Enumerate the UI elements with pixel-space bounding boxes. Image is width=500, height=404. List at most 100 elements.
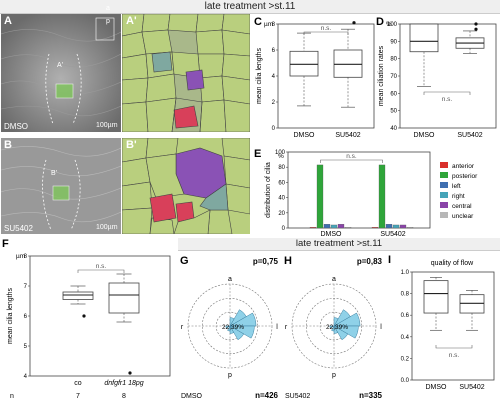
- e-y-tick-label: 80: [278, 165, 285, 171]
- c-x-tick-label: DMSO: [294, 132, 316, 139]
- h-condition: SU5402: [285, 393, 310, 400]
- panel-g-label: G: [180, 255, 189, 267]
- c-y-tick-label: 6: [272, 48, 276, 54]
- panel-c-label: C: [254, 16, 262, 28]
- e-y-tick-label: 0: [282, 226, 286, 232]
- c-unit: µm: [264, 21, 273, 28]
- panel-f-chart: Fµm mean cilia lengths 8 7 6 5 4 co dnfgfr1 18pg…: [2, 238, 171, 400]
- d-significance-bracket: [423, 91, 471, 95]
- f-significance-label: n.s.: [96, 263, 107, 270]
- f-box-1: [62, 291, 94, 300]
- f-y-tick-label: 8: [24, 254, 28, 260]
- d-y-tick-label: 60: [390, 91, 397, 97]
- g-dir-r: l: [276, 324, 278, 331]
- e-bar-left-2: [385, 224, 393, 229]
- panel-a-scale: 100µm: [96, 122, 118, 129]
- e-bar-right-1: [330, 224, 338, 229]
- e-y-tick-label: 60: [278, 180, 285, 186]
- i-y-tick-label: 0.4: [401, 335, 410, 341]
- e-bar-unclear-1: [344, 227, 352, 229]
- g-rose-wedge: [229, 317, 235, 327]
- panel-a-condition: DMSO: [4, 122, 28, 131]
- i-box-1: [423, 280, 449, 314]
- e-bar-central-1: [337, 224, 345, 229]
- f-y-tick-label: 5: [24, 344, 28, 350]
- i-y-tick-label: 1.0: [401, 270, 410, 276]
- e-significance-bracket: [320, 159, 383, 163]
- f-y-tick-label: 7: [24, 284, 28, 290]
- panel-d-label: D: [376, 16, 384, 28]
- panel-h-label: H: [284, 255, 292, 267]
- d-y-tick-label: 90: [390, 39, 397, 45]
- panel-b-prime-image: [122, 138, 250, 234]
- c-y-label: mean cilia lengths: [256, 47, 263, 104]
- i-y-tick-label: 0.0: [401, 378, 410, 384]
- panel-f-label: F: [2, 238, 9, 250]
- banner-top: late treatment >st.11: [0, 0, 500, 14]
- h-percent-label: 22,39%: [326, 324, 348, 331]
- e-x-tick-label: DMSO: [321, 231, 343, 236]
- c-y-tick-label: 2: [272, 100, 276, 106]
- e-legend-label-central: central: [452, 203, 472, 210]
- g-dir-l: r: [181, 324, 184, 331]
- c-box-2: [333, 49, 363, 78]
- d-y-tick-label: 50: [390, 109, 397, 115]
- panel-i-chart: I 1.0 0.8 0.6 0.4 0.2 0.0 DMSO SU5402 n.s. quality…: [388, 254, 495, 391]
- e-x-tick-label: SU5402: [380, 231, 405, 236]
- e-legend-swatch-central: [440, 202, 448, 208]
- h-rose-wedge: [331, 325, 335, 332]
- e-bar-central-2: [399, 224, 407, 229]
- d-y-tick-label: 70: [390, 74, 397, 80]
- d-y-label: mean ciliation rates: [378, 45, 385, 106]
- d-unit: %: [386, 21, 392, 28]
- f-y-tick-label: 4: [24, 374, 28, 380]
- panel-a-corner-p: p: [106, 18, 110, 25]
- panel-d-chart: D % mean ciliation rates 100 90 80 70 60 50 40 DMS…: [376, 16, 497, 139]
- h-rose-wedge: [333, 325, 339, 334]
- e-bar-anterior-1: [309, 227, 317, 229]
- c-box-2-outlier: [352, 21, 356, 25]
- i-y-tick-label: 0.2: [401, 356, 410, 362]
- e-legend-label-left: left: [452, 183, 461, 190]
- f-y-label: mean cilia lengths: [7, 287, 14, 344]
- g-rose-wedge: [229, 325, 255, 339]
- panel-a-prime-label: A': [126, 15, 137, 27]
- f-n-value: 8: [122, 393, 126, 400]
- panel-a-prime-svg: [122, 14, 250, 132]
- h-rose-wedge: [333, 312, 361, 327]
- d-y-tick-label: 40: [390, 126, 397, 132]
- e-y-tick-label: 20: [278, 211, 285, 217]
- e-legend-label-right: right: [452, 193, 465, 200]
- panel-a-inset-label: A': [57, 62, 64, 69]
- h-rose-wedge: [329, 325, 335, 329]
- e-y-tick-label: 40: [278, 196, 285, 202]
- panel-a-prime-image: [122, 14, 250, 132]
- e-bar-right-2: [392, 224, 400, 229]
- c-box-1: [289, 50, 319, 77]
- g-n-value: n=426: [255, 391, 278, 400]
- i-y-tick-label: 0.8: [401, 292, 410, 298]
- g-rose-wedge: [229, 312, 257, 327]
- i-x-tick-label: DMSO: [426, 384, 448, 391]
- e-legend-swatch-posterior: [440, 172, 448, 178]
- c-significance-bracket: [303, 31, 349, 35]
- f-x-tick-label: co: [74, 380, 82, 387]
- e-y-tick-label: 100: [275, 150, 286, 156]
- h-dir-a: a: [332, 276, 336, 283]
- e-bar-posterior-1: [316, 164, 324, 229]
- g-rose-wedge: [229, 325, 235, 334]
- i-title: quality of flow: [431, 260, 474, 267]
- e-legend-swatch-right: [440, 192, 448, 198]
- d-box-2-outlier: [474, 27, 478, 31]
- panel-b-sem-image: [1, 138, 121, 234]
- panel-b-inset-label: B': [51, 170, 58, 177]
- panel-b-condition: SU5402: [4, 224, 33, 233]
- panel-i-label: I: [388, 254, 391, 266]
- h-dir-r: l: [380, 324, 382, 331]
- h-p-value: p=0,83: [357, 257, 383, 266]
- e-legend-swatch-anterior: [440, 162, 448, 168]
- e-legend-swatch-unclear: [440, 212, 448, 218]
- panel-b-scale: 100µm: [96, 224, 118, 231]
